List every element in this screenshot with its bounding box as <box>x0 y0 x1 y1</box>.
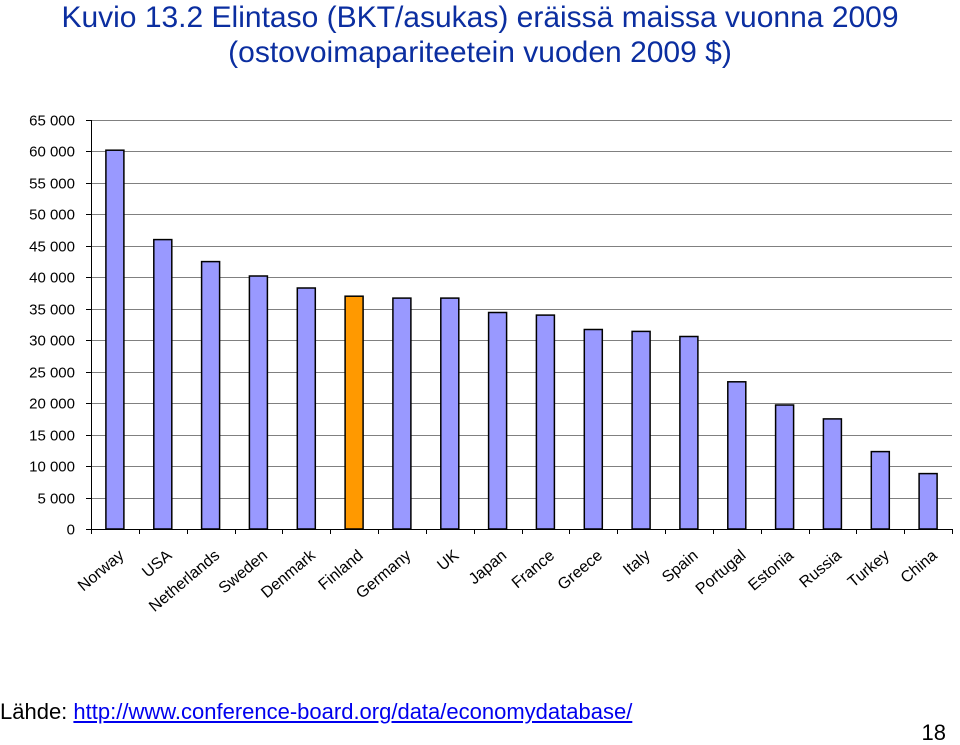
x-category-label: China <box>898 547 941 587</box>
bar-italy <box>631 330 651 530</box>
bar-turkey <box>870 450 891 530</box>
bar-germany <box>392 297 412 530</box>
y-tick-label: 55 000 <box>29 176 75 193</box>
x-category-label: Greece <box>555 547 606 594</box>
bar-denmark <box>296 287 317 530</box>
y-tick-label: 30 000 <box>29 333 75 350</box>
x-category-label: Russia <box>797 547 845 592</box>
bar-china <box>918 472 938 530</box>
x-category-label: Norway <box>75 547 127 595</box>
bar-spain <box>679 335 699 530</box>
y-tick-label: 15 000 <box>29 428 75 445</box>
gridlines <box>91 120 952 499</box>
source-link[interactable]: http://www.conference-board.org/data/eco… <box>73 699 633 724</box>
bar-japan <box>487 311 508 530</box>
axes <box>91 120 953 534</box>
y-tick-label: 5 000 <box>37 491 75 508</box>
source-label: Lähde: <box>0 699 74 724</box>
bar-sweden <box>248 275 269 530</box>
x-category-label: France <box>509 547 558 592</box>
y-tick-label: 65 000 <box>29 113 75 130</box>
x-category-label: UK <box>434 547 462 575</box>
y-tick-label: 10 000 <box>29 459 75 476</box>
x-category-label: Italy <box>620 547 653 579</box>
y-tick-label: 45 000 <box>29 239 75 256</box>
y-tick-label: 60 000 <box>29 144 75 161</box>
y-tick-label: 0 <box>67 522 75 539</box>
bar-france <box>535 314 556 530</box>
chart-title-line-1: Kuvio 13.2 Elintaso (BKT/asukas) eräissä… <box>61 1 899 34</box>
page-number: 18 <box>921 720 946 745</box>
source-note: Lähde: http://www.conference-board.org/d… <box>0 699 632 725</box>
bars <box>105 149 938 530</box>
x-category-label: Portugal <box>693 547 750 598</box>
bar-usa <box>153 238 173 530</box>
bar-norway <box>105 149 125 530</box>
bar-netherlands <box>200 260 221 530</box>
bar-uk <box>440 297 460 530</box>
x-axis-labels: Norway USANetherlandsSwedenDenmarkFinland… <box>75 546 941 615</box>
bar-finland <box>344 295 364 530</box>
chart-title: Kuvio 13.2 Elintaso (BKT/asukas) eräissä… <box>0 0 960 70</box>
x-category-label: Denmark <box>258 546 319 601</box>
x-category-label: Turkey <box>845 547 893 591</box>
y-tick-label: 25 000 <box>29 365 75 382</box>
bar-estonia <box>774 404 795 530</box>
y-axis-ticks: 0 5 000 10 000 15 000 20 000 25 000 30 000 35 0… <box>29 113 91 539</box>
bar-greece <box>583 328 604 530</box>
bar-portugal <box>727 381 747 530</box>
x-category-label: Japan <box>466 547 510 588</box>
chart-title-line-2: (ostovoimapariteetein vuoden 2009 $) <box>228 36 732 69</box>
x-category-label: USA <box>139 547 175 581</box>
y-tick-label: 20 000 <box>29 396 75 413</box>
x-category-label: Estonia <box>745 547 797 594</box>
y-tick-label: 35 000 <box>29 302 75 319</box>
bar-russia <box>822 418 843 530</box>
y-tick-label: 40 000 <box>29 270 75 287</box>
y-tick-label: 50 000 <box>29 207 75 224</box>
x-category-label: Spain <box>659 547 701 586</box>
